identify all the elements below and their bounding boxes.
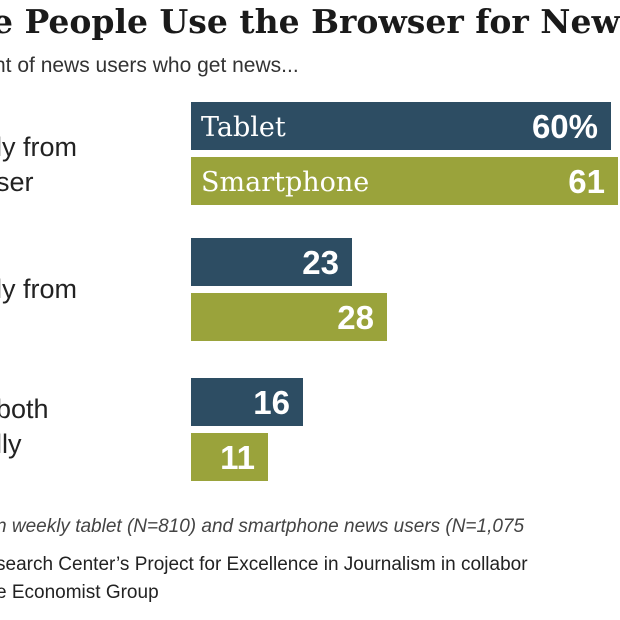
category-label-line: lly <box>0 429 22 459</box>
chart-subtitle: nt of news users who get news... <box>0 54 299 77</box>
data-label-tablet-0: 60% <box>532 108 598 145</box>
bar-tablet-1 <box>191 238 352 286</box>
data-label-tablet-1: 23 <box>302 244 339 281</box>
chart-title: e People Use the Browser for News <box>0 2 620 41</box>
data-label-tablet-2: 16 <box>253 384 290 421</box>
chart-source-continued: e Economist Group <box>0 582 159 603</box>
data-label-smartphone-0: 61 <box>568 163 605 200</box>
bar-tablet-2 <box>191 378 303 426</box>
category-label-browser: ly from ser <box>0 130 77 200</box>
chart-source: search Center’s Project for Excellence i… <box>0 554 528 575</box>
bar-smartphone-2 <box>191 433 268 481</box>
bar-tablet-0 <box>191 102 611 150</box>
category-label-line: ser <box>0 167 34 197</box>
legend-label-tablet: Tablet <box>201 112 286 143</box>
category-label-line: ly from <box>0 132 77 162</box>
legend-label-smartphone: Smartphone <box>201 167 369 198</box>
data-label-smartphone-2: 11 <box>220 439 255 476</box>
chart-note: n weekly tablet (N=810) and smartphone n… <box>0 516 525 537</box>
bar-smartphone-0 <box>191 157 618 205</box>
category-label-app: ly from <box>0 272 77 307</box>
category-label-line: both <box>0 394 49 424</box>
bar-smartphone-1 <box>191 293 387 341</box>
category-label-line: ly from <box>0 274 77 304</box>
category-label-both: both lly <box>0 392 49 462</box>
data-label-smartphone-1: 28 <box>337 299 374 336</box>
